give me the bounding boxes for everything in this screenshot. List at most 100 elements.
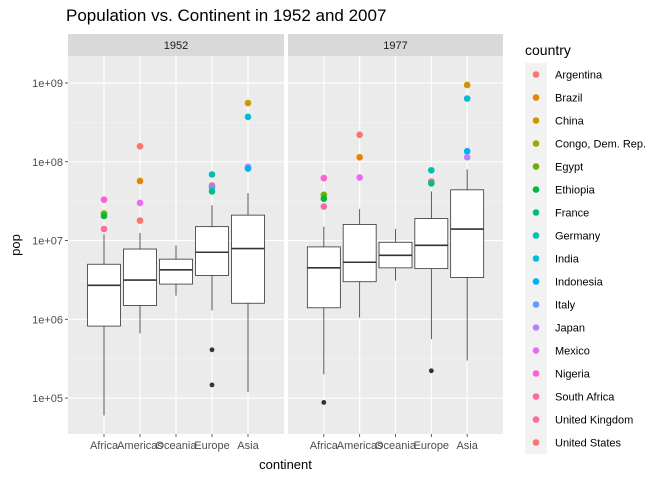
- legend-item: Japan: [525, 316, 585, 339]
- legend-item: Mexico: [525, 339, 590, 362]
- y-axis-title: pop: [8, 234, 23, 256]
- legend-key-point: [532, 186, 540, 193]
- data-point-japan: [463, 153, 471, 161]
- legend-key-point: [532, 278, 540, 285]
- legend-key-point: [532, 439, 540, 446]
- legend-key-point: [532, 94, 540, 101]
- data-point-united-states: [136, 143, 144, 150]
- box-americas: [342, 209, 377, 318]
- legend-title: country: [525, 42, 571, 58]
- box-body: [195, 226, 229, 276]
- legend-label: Indonesia: [555, 277, 604, 289]
- legend-item: China: [525, 109, 585, 132]
- data-point-india: [463, 95, 471, 102]
- legend-key-point: [532, 209, 540, 216]
- box-africa: [306, 226, 341, 405]
- data-point-indonesia: [244, 165, 252, 172]
- x-tick-label: Europe: [414, 440, 449, 452]
- legend-item: Argentina: [525, 63, 603, 86]
- legend: country Argentina Brazil China Congo, Dem. R…: [525, 42, 646, 454]
- y-tick-label: 1e+06: [32, 314, 63, 326]
- box-outlier: [209, 347, 215, 353]
- legend-key-point: [532, 347, 540, 354]
- box-europe: [195, 205, 229, 388]
- box-oceania: [378, 229, 413, 281]
- data-point-mexico: [356, 174, 363, 181]
- legend-item: United States: [525, 431, 622, 454]
- data-point-argentina: [136, 217, 144, 224]
- legend-label: India: [555, 254, 580, 266]
- box-body: [87, 263, 121, 327]
- y-tick-label: 1e+05: [32, 393, 63, 405]
- legend-key-point: [532, 163, 540, 170]
- data-point-india: [244, 113, 252, 121]
- legend-label: China: [555, 116, 585, 128]
- x-tick-label: Oceania: [156, 440, 198, 452]
- legend-label: Argentina: [555, 70, 603, 82]
- legend-label: France: [555, 208, 589, 220]
- box-body: [450, 189, 485, 278]
- data-point-ethiopia: [320, 195, 328, 202]
- legend-label: Egypt: [555, 162, 583, 174]
- box-body: [231, 214, 265, 304]
- legend-label: Brazil: [555, 93, 583, 105]
- facet-strip-label: 1977: [383, 40, 407, 52]
- legend-key-point: [532, 71, 540, 78]
- legend-item: Germany: [525, 224, 601, 247]
- data-point-china: [244, 99, 252, 107]
- data-point-france: [208, 188, 216, 195]
- legend-label: Italy: [555, 300, 576, 312]
- box-body: [342, 224, 377, 283]
- legend-item: Congo, Dem. Rep.: [525, 132, 646, 155]
- legend-item: Nigeria: [525, 362, 591, 385]
- legend-label: United Kingdom: [555, 415, 633, 427]
- legend-item: Egypt: [525, 155, 583, 178]
- facet-strip: [288, 34, 503, 56]
- x-axis-title: continent: [259, 457, 312, 472]
- data-point-indonesia: [463, 147, 471, 155]
- y-tick-label: 1e+07: [32, 236, 63, 248]
- legend-key-point: [532, 324, 540, 331]
- y-tick-label: 1e+09: [32, 78, 63, 90]
- box-outlier: [209, 382, 215, 388]
- legend-item: Indonesia: [525, 270, 604, 293]
- legend-key-point: [532, 117, 540, 124]
- y-axis: 1e+05 1e+06 1e+07 1e+08 1e+09: [32, 78, 68, 405]
- data-point-ethiopia: [100, 212, 108, 220]
- legend-item: South Africa: [525, 385, 615, 408]
- legend-item: Ethiopia: [525, 178, 596, 201]
- box-europe: [414, 191, 449, 374]
- x-tick-label: Africa: [90, 440, 119, 452]
- legend-label: Ethiopia: [555, 185, 596, 197]
- data-point-france: [428, 180, 435, 187]
- box-outlier: [428, 368, 434, 374]
- legend-label: South Africa: [555, 392, 615, 404]
- legend-key-point: [532, 416, 540, 423]
- legend-item: France: [525, 201, 589, 224]
- facet-strip-label: 1952: [164, 40, 188, 52]
- legend-item: Brazil: [525, 86, 583, 109]
- box-africa: [87, 234, 121, 416]
- x-tick-label: Americas: [337, 440, 383, 452]
- data-point-brazil: [136, 177, 144, 185]
- legend-key-point: [532, 140, 540, 147]
- data-point-germany: [208, 171, 216, 178]
- box-body: [414, 218, 449, 270]
- legend-key-point: [532, 301, 540, 308]
- data-point-brazil: [356, 153, 363, 161]
- data-point-nigeria: [320, 174, 328, 182]
- box-body: [123, 248, 157, 306]
- legend-item: United Kingdom: [525, 408, 633, 431]
- legend-key-point: [532, 232, 540, 239]
- data-point-china: [463, 81, 471, 89]
- facet-strip: [68, 34, 284, 56]
- legend-label: Germany: [555, 231, 601, 243]
- x-tick-label: Asia: [237, 440, 259, 452]
- x-tick-label: Asia: [456, 440, 478, 452]
- legend-label: Japan: [555, 323, 585, 335]
- data-point-germany: [428, 166, 435, 174]
- box-body: [159, 258, 193, 285]
- x-tick-label: Africa: [310, 440, 339, 452]
